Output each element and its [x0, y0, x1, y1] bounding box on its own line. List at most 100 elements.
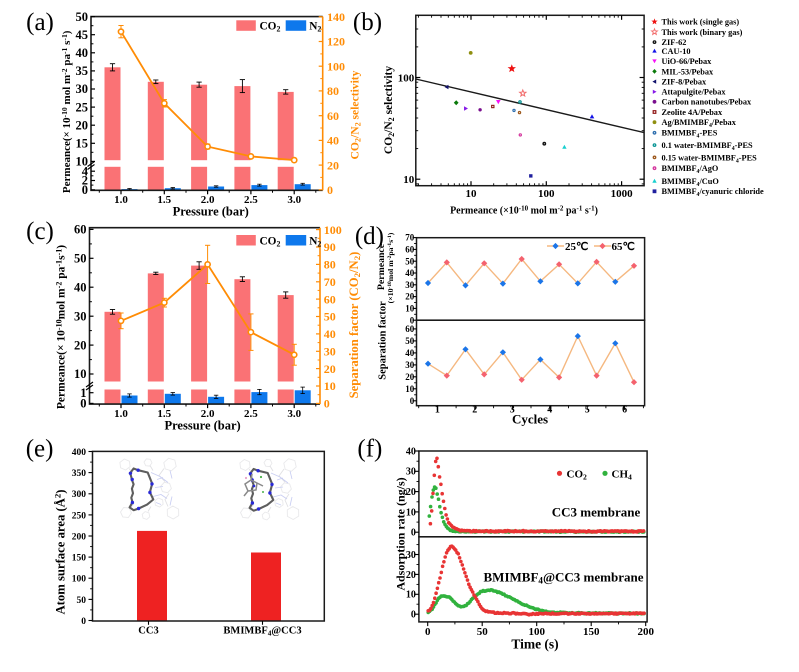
- svg-text:Carbon nanotubes/Pebax: Carbon nanotubes/Pebax: [662, 98, 753, 107]
- svg-text:150: 150: [72, 554, 87, 564]
- svg-text:4: 4: [82, 164, 89, 178]
- svg-text:50: 50: [477, 626, 489, 638]
- svg-text:Attapulgite/Pebax: Attapulgite/Pebax: [662, 88, 727, 97]
- svg-text:30: 30: [405, 360, 415, 370]
- svg-text:65℃: 65℃: [612, 241, 635, 253]
- svg-text:200: 200: [72, 532, 87, 542]
- svg-text:CC3: CC3: [138, 625, 158, 636]
- svg-text:20: 20: [324, 362, 336, 376]
- svg-text:CO2: CO2: [567, 468, 588, 481]
- svg-text:250: 250: [72, 511, 87, 521]
- svg-text:Adsorption rate (ng/s): Adsorption rate (ng/s): [394, 477, 408, 590]
- svg-text:CO2/N2 selectivity: CO2/N2 selectivity: [349, 70, 363, 159]
- svg-text:Cycles: Cycles: [512, 412, 548, 427]
- svg-text:1.5: 1.5: [157, 194, 171, 206]
- svg-text:40: 40: [327, 134, 339, 148]
- svg-text:10: 10: [324, 379, 336, 393]
- svg-text:50: 50: [74, 252, 87, 266]
- svg-text:40: 40: [324, 327, 336, 341]
- svg-text:0: 0: [411, 528, 416, 539]
- svg-text:1.0: 1.0: [114, 194, 128, 206]
- svg-text:60: 60: [324, 292, 336, 306]
- svg-text:2.5: 2.5: [244, 194, 258, 206]
- svg-text:BMIMBF4@CC3 membrane: BMIMBF4@CC3 membrane: [484, 570, 644, 586]
- svg-text:Separation factor: Separation factor: [378, 301, 389, 380]
- svg-text:10: 10: [74, 367, 87, 381]
- svg-text:120: 120: [327, 35, 345, 49]
- svg-text:350: 350: [72, 469, 87, 479]
- svg-text:Pressure (bar): Pressure (bar): [173, 205, 249, 219]
- svg-text:3.0: 3.0: [287, 408, 301, 420]
- svg-text:10: 10: [403, 174, 415, 186]
- svg-text:0: 0: [410, 315, 415, 325]
- svg-text:140: 140: [327, 10, 345, 24]
- svg-text:300: 300: [72, 490, 87, 500]
- svg-text:1.5: 1.5: [157, 408, 171, 420]
- svg-text:10: 10: [406, 507, 416, 518]
- svg-text:60: 60: [327, 109, 339, 123]
- svg-text:(e): (e): [26, 436, 54, 463]
- svg-text:10: 10: [76, 155, 89, 169]
- svg-text:50: 50: [405, 336, 415, 346]
- svg-text:40: 40: [405, 268, 415, 278]
- svg-text:35: 35: [76, 64, 89, 78]
- svg-text:0: 0: [425, 626, 431, 638]
- svg-text:(×10-10mol m-2pa-1s-1): (×10-10mol m-2pa-1s-1): [386, 232, 395, 303]
- svg-text:45: 45: [76, 28, 89, 42]
- svg-text:60: 60: [405, 324, 415, 334]
- svg-text:(f): (f): [357, 435, 382, 462]
- svg-text:6: 6: [622, 405, 627, 416]
- svg-text:0: 0: [410, 396, 415, 406]
- svg-text:BMIMBF4/cyanuric chloride: BMIMBF4/cyanuric chloride: [662, 187, 765, 198]
- svg-text:N2: N2: [309, 21, 321, 34]
- svg-text:0: 0: [82, 183, 88, 197]
- svg-text:(a): (a): [26, 9, 54, 36]
- svg-text:30: 30: [76, 82, 89, 96]
- svg-text:50: 50: [324, 310, 336, 324]
- svg-text:2: 2: [472, 405, 477, 416]
- svg-text:400: 400: [72, 448, 87, 458]
- svg-text:70: 70: [405, 233, 415, 243]
- svg-text:Pressure (bar): Pressure (bar): [164, 419, 240, 433]
- svg-text:100: 100: [538, 188, 555, 200]
- svg-text:10: 10: [466, 188, 478, 200]
- svg-text:10: 10: [406, 590, 416, 601]
- svg-text:CO2/N2 selectivity: CO2/N2 selectivity: [383, 66, 396, 154]
- svg-text:20: 20: [406, 487, 416, 498]
- svg-text:20: 20: [405, 372, 415, 382]
- svg-text:2.5: 2.5: [244, 408, 258, 420]
- svg-text:(b): (b): [353, 9, 382, 36]
- svg-text:60: 60: [74, 223, 87, 237]
- svg-text:20: 20: [406, 570, 416, 581]
- svg-text:40: 40: [76, 46, 89, 60]
- svg-text:CO2: CO2: [260, 21, 281, 34]
- svg-text:100: 100: [72, 575, 87, 585]
- svg-text:30: 30: [406, 467, 416, 478]
- svg-text:CC3 membrane: CC3 membrane: [552, 505, 641, 520]
- svg-text:20: 20: [76, 118, 89, 132]
- svg-text:Atom surface area (Å2): Atom surface area (Å2): [53, 489, 68, 614]
- svg-text:0.15 water-BMIMBF4-PES: 0.15 water-BMIMBF4-PES: [662, 153, 758, 164]
- svg-text:MIL-53/Pebax: MIL-53/Pebax: [662, 67, 714, 76]
- svg-text:40: 40: [405, 348, 415, 358]
- svg-text:ZIF-62: ZIF-62: [662, 38, 687, 47]
- svg-text:3.0: 3.0: [287, 194, 301, 206]
- svg-text:40: 40: [406, 446, 416, 457]
- svg-text:1.0: 1.0: [114, 408, 128, 420]
- svg-text:60: 60: [405, 245, 415, 255]
- svg-text:(c): (c): [26, 218, 54, 245]
- svg-text:90: 90: [324, 240, 336, 254]
- svg-text:This work (binary gas): This work (binary gas): [662, 28, 743, 37]
- svg-text:1000: 1000: [611, 188, 634, 200]
- svg-text:Permeance (×10-10 mol m-2 pa-1: Permeance (×10-10 mol m-2 pa-1 s-1): [450, 205, 598, 217]
- svg-text:2.0: 2.0: [201, 408, 215, 420]
- svg-text:1: 1: [80, 386, 86, 400]
- svg-text:10: 10: [405, 304, 415, 314]
- svg-text:100: 100: [528, 626, 545, 638]
- svg-text:100: 100: [398, 72, 415, 84]
- svg-text:BMIMBF4@CC3: BMIMBF4@CC3: [223, 625, 301, 637]
- svg-text:CH4: CH4: [612, 468, 633, 481]
- svg-text:1: 1: [435, 405, 440, 416]
- svg-text:0: 0: [411, 610, 416, 621]
- svg-text:BMIMBF4/CuO: BMIMBF4/CuO: [662, 177, 720, 188]
